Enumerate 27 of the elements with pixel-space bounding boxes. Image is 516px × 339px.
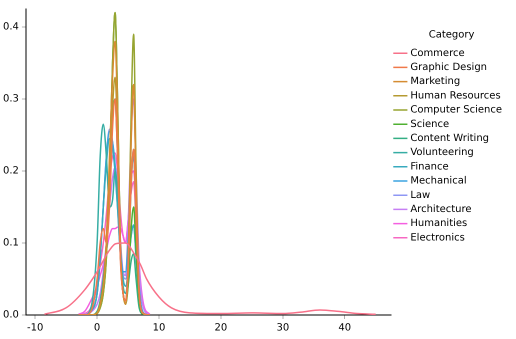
legend-label: Science bbox=[410, 118, 450, 130]
line-series bbox=[44, 242, 376, 315]
legend-label: Architecture bbox=[410, 204, 472, 215]
legend-label: Marketing bbox=[410, 76, 460, 88]
legend-label: Humanities bbox=[410, 218, 468, 230]
legend-label: Commerce bbox=[410, 48, 465, 59]
y-tick-label: 0.2 bbox=[2, 166, 19, 177]
legend-label: Finance bbox=[410, 161, 449, 172]
legend-label: Electronics bbox=[410, 232, 465, 244]
x-tick-label: 40 bbox=[338, 322, 352, 334]
y-tick-label: 0.0 bbox=[2, 310, 19, 321]
x-tick-label: 30 bbox=[276, 322, 290, 334]
legend-label: Law bbox=[410, 190, 430, 201]
y-tick-label: 0.4 bbox=[2, 22, 19, 33]
x-tick-label: -10 bbox=[27, 322, 44, 334]
legend-label: Graphic Design bbox=[410, 62, 487, 73]
legend-label: Computer Science bbox=[410, 104, 502, 116]
legend-label: Volunteering bbox=[410, 147, 474, 158]
legend-label: Mechanical bbox=[410, 176, 467, 187]
y-tick-label: 0.3 bbox=[2, 94, 19, 105]
y-tick-label: 0.1 bbox=[2, 238, 19, 249]
x-tick-label: 20 bbox=[214, 322, 228, 334]
x-tick-label: 10 bbox=[152, 322, 166, 334]
legend-label: Human Resources bbox=[410, 90, 501, 102]
x-tick-label: 0 bbox=[94, 322, 100, 334]
legend-label: Content Writing bbox=[410, 132, 490, 144]
legend-title: Category bbox=[428, 30, 474, 41]
